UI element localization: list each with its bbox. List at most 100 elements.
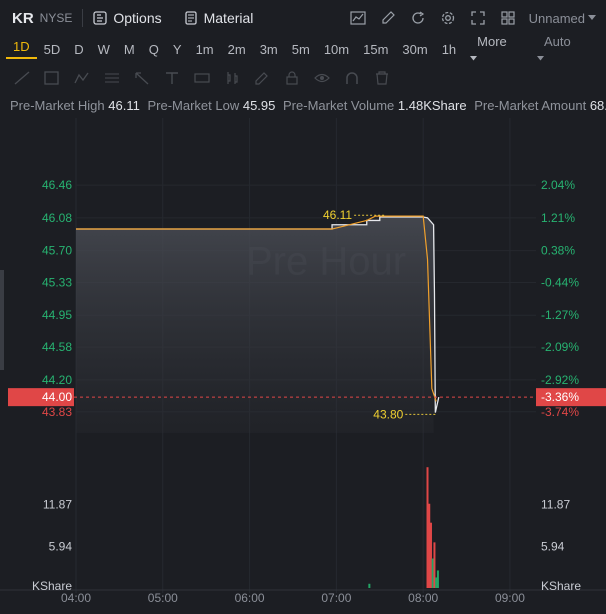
period-5m[interactable]: 5m	[291, 41, 310, 57]
period-1h[interactable]: 1h	[441, 41, 457, 57]
volume-bar	[433, 542, 436, 588]
y-tick-label-price: 45.33	[42, 275, 72, 289]
period-year[interactable]: Y	[172, 41, 182, 57]
period-day[interactable]: D	[74, 41, 84, 57]
sidebar-collapse-handle[interactable]	[0, 270, 4, 370]
settings-icon[interactable]	[437, 7, 459, 29]
pen-tool-icon[interactable]	[254, 71, 270, 85]
high-marker-label: 46.11	[323, 208, 352, 222]
caret-down-icon	[470, 56, 478, 61]
candle-tool-icon[interactable]	[224, 71, 240, 85]
current-price-label: 44.00	[42, 390, 72, 404]
options-button[interactable]: Options	[93, 10, 162, 26]
y-tick-label-price: 44.95	[42, 308, 72, 322]
lock-icon[interactable]	[284, 71, 300, 85]
premarket-low-value: 45.95	[242, 98, 276, 113]
more-periods-button[interactable]: More	[463, 34, 530, 64]
y-tick-label-price: 43.83	[42, 405, 72, 419]
period-3m[interactable]: 3m	[259, 41, 278, 57]
options-label: Options	[113, 10, 162, 26]
text-tool-icon[interactable]	[164, 71, 180, 85]
caret-down-icon	[588, 15, 596, 20]
material-button[interactable]: Material	[184, 10, 254, 26]
volume-bar	[429, 522, 432, 588]
period-week[interactable]: W	[97, 41, 110, 57]
volume-bar	[428, 503, 431, 588]
y-tick-label-pct: -0.44%	[541, 275, 579, 289]
volume-tick-label: 11.87	[541, 498, 570, 512]
y-tick-label-pct: 2.04%	[541, 178, 575, 192]
period-1d[interactable]: 1D	[6, 39, 37, 59]
material-label: Material	[203, 10, 254, 26]
premarket-amount-value: 68.2	[589, 98, 606, 113]
pattern-tool-icon[interactable]	[74, 71, 90, 85]
premarket-stats: Pre-Market High 46.11 Pre-Market Low 45.…	[0, 98, 606, 118]
rectangle-tool-icon[interactable]	[44, 71, 60, 85]
period-month[interactable]: M	[123, 41, 135, 57]
fib-tool-icon[interactable]	[104, 71, 120, 85]
more-label: More	[477, 34, 507, 49]
top-toolbar: KR NYSE Options Material Unnamed	[0, 0, 606, 36]
arrow-tool-icon[interactable]	[134, 71, 150, 85]
y-tick-label-pct: -2.92%	[541, 373, 579, 387]
grid-icon[interactable]	[497, 7, 519, 29]
draw-icon[interactable]	[377, 7, 399, 29]
y-tick-label-pct: -1.27%	[541, 308, 579, 322]
volume-unit-label: KShare	[32, 579, 72, 593]
exchange-label: NYSE	[39, 11, 73, 25]
price-line	[76, 216, 440, 413]
fullscreen-icon[interactable]	[467, 7, 489, 29]
symbol-label[interactable]: KR	[12, 9, 34, 27]
line-tool-icon[interactable]	[14, 71, 30, 85]
volume-unit-label: KShare	[541, 579, 581, 593]
premarket-high-value: 46.11	[108, 98, 140, 113]
volume-tick-label: 11.87	[43, 498, 72, 512]
y-tick-label-pct: -2.09%	[541, 340, 579, 354]
period-quarter[interactable]: Q	[148, 41, 159, 57]
layout-selector[interactable]: Unnamed	[529, 11, 606, 26]
y-tick-label-pct: 0.38%	[541, 244, 575, 258]
period-1m[interactable]: 1m	[195, 41, 214, 57]
y-tick-label-price: 44.58	[42, 340, 72, 354]
period-5d[interactable]: 5D	[43, 41, 61, 57]
trash-icon[interactable]	[374, 71, 390, 85]
x-tick-label: 04:00	[61, 591, 91, 605]
y-tick-label-price: 46.46	[42, 178, 72, 192]
period-30m[interactable]: 30m	[402, 41, 428, 57]
y-tick-label-pct: 1.21%	[541, 211, 575, 225]
period-15m[interactable]: 15m	[363, 41, 389, 57]
magnet-icon[interactable]	[344, 71, 360, 85]
period-10m[interactable]: 10m	[323, 41, 350, 57]
scale-label: Auto	[543, 34, 571, 49]
measure-tool-icon[interactable]	[194, 71, 210, 85]
x-tick-label: 08:00	[408, 591, 438, 605]
refresh-icon[interactable]	[407, 7, 429, 29]
volume-bar	[368, 583, 371, 588]
premarket-volume-value: 1.48KShare	[397, 98, 467, 113]
x-tick-label: 09:00	[495, 591, 525, 605]
volume-bar	[436, 570, 439, 588]
premarket-amount-label: Pre-Market Amount	[474, 98, 587, 113]
volume-bar	[426, 467, 429, 588]
options-icon	[93, 11, 108, 25]
period-bar: 1D 5D D W M Q Y 1m 2m 3m 5m 10m 15m 30m …	[0, 34, 606, 61]
divider	[82, 9, 84, 27]
volume-tick-label: 5.94	[49, 539, 73, 553]
low-marker-label: 43.80	[373, 407, 403, 421]
caret-down-icon	[536, 56, 544, 61]
layout-name: Unnamed	[528, 10, 585, 26]
scale-selector[interactable]: Auto	[530, 34, 594, 64]
y-tick-label-price: 45.70	[42, 244, 72, 258]
eye-icon[interactable]	[314, 71, 330, 85]
premarket-high-label: Pre-Market High	[10, 98, 105, 113]
premarket-volume-label: Pre-Market Volume	[283, 98, 395, 113]
y-tick-label-pct: -3.74%	[541, 405, 579, 419]
material-icon	[184, 11, 197, 25]
period-2m[interactable]: 2m	[227, 41, 246, 57]
current-pct-tag	[536, 388, 606, 407]
x-tick-label: 05:00	[148, 591, 178, 605]
x-tick-label: 06:00	[235, 591, 265, 605]
indicator-icon[interactable]	[347, 7, 369, 29]
